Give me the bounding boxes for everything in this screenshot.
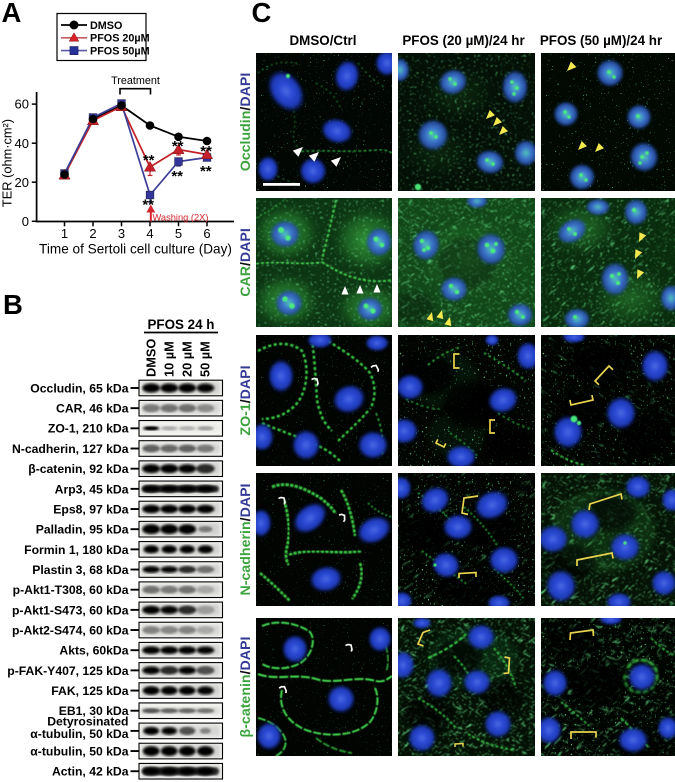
svg-text:Detyrosinated: Detyrosinated: [47, 715, 128, 729]
svg-text:20: 20: [15, 175, 29, 190]
svg-text:ZO-1/DAPI: ZO-1/DAPI: [238, 365, 254, 435]
svg-text:p-Akt1-T308, 60 kDa: p-Akt1-T308, 60 kDa: [13, 583, 129, 597]
svg-text:α-tubulin, 50 kDa: α-tubulin, 50 kDa: [30, 727, 128, 741]
svg-text:**: **: [200, 143, 212, 160]
svg-text:p-Akt1-S473, 60 kDa: p-Akt1-S473, 60 kDa: [12, 603, 129, 617]
svg-text:Eps8, 97 kDa: Eps8, 97 kDa: [53, 502, 128, 516]
svg-text:C: C: [252, 0, 272, 28]
svg-text:β-catenin, 92 kDa: β-catenin, 92 kDa: [28, 462, 128, 476]
svg-text:60: 60: [15, 97, 29, 112]
svg-text:p-FAK-Y407, 125 kDa: p-FAK-Y407, 125 kDa: [7, 664, 128, 678]
svg-text:N-cadherin, 127 kDa: N-cadherin, 127 kDa: [12, 442, 129, 456]
svg-text:Occludin, 65 kDa: Occludin, 65 kDa: [30, 381, 128, 395]
svg-text:EB1, 30 kDa: EB1, 30 kDa: [59, 704, 129, 718]
svg-text:50 µM: 50 µM: [198, 341, 213, 377]
svg-text:10 µM: 10 µM: [162, 341, 177, 377]
svg-text:**: **: [200, 163, 212, 180]
svg-text:α-tubulin, 50 kDa: α-tubulin, 50 kDa: [30, 744, 128, 758]
svg-text:Washing (2X): Washing (2X): [153, 213, 209, 223]
svg-text:0: 0: [22, 214, 29, 229]
svg-text:Occludin/DAPI: Occludin/DAPI: [238, 73, 254, 172]
svg-text:1: 1: [61, 226, 68, 241]
svg-text:**: **: [143, 152, 155, 169]
svg-text:40: 40: [15, 136, 29, 151]
svg-text:PFOS 50µM: PFOS 50µM: [90, 45, 150, 57]
svg-text:FAK, 125 kDa: FAK, 125 kDa: [51, 684, 128, 698]
svg-text:CAR, 46 kDa: CAR, 46 kDa: [56, 402, 129, 416]
svg-text:3: 3: [118, 226, 125, 241]
svg-text:20 µM: 20 µM: [180, 341, 195, 377]
svg-text:TER (ohm·cm²): TER (ohm·cm²): [0, 119, 15, 207]
svg-text:2: 2: [89, 226, 96, 241]
svg-text:6: 6: [203, 226, 210, 241]
svg-text:5: 5: [175, 226, 182, 241]
svg-text:**: **: [142, 197, 154, 214]
svg-text:DMSO: DMSO: [90, 20, 122, 32]
svg-text:Formin 1, 180 kDa: Formin 1, 180 kDa: [24, 543, 129, 557]
svg-text:DMSO: DMSO: [144, 339, 159, 377]
svg-text:ZO-1, 210 kDa: ZO-1, 210 kDa: [48, 422, 129, 436]
svg-text:Time of Sertoli cell culture (: Time of Sertoli cell culture (Day): [39, 242, 232, 257]
svg-text:p-Akt2-S474, 60 kDa: p-Akt2-S474, 60 kDa: [12, 623, 129, 637]
svg-text:Akts, 60kDa: Akts, 60kDa: [59, 644, 128, 658]
svg-text:**: **: [171, 168, 183, 185]
svg-text:Actin, 42 kDa: Actin, 42 kDa: [52, 765, 129, 779]
svg-text:Plastin 3, 68 kDa: Plastin 3, 68 kDa: [32, 563, 128, 577]
svg-text:N-cadherin/DAPI: N-cadherin/DAPI: [238, 484, 254, 596]
svg-text:B: B: [3, 292, 23, 320]
svg-text:Arp3, 45 kDa: Arp3, 45 kDa: [55, 482, 129, 496]
svg-text:CAR/DAPI: CAR/DAPI: [238, 228, 254, 297]
svg-text:β-catenin/DAPI: β-catenin/DAPI: [238, 637, 254, 738]
svg-text:**: **: [172, 138, 184, 155]
svg-text:4: 4: [146, 226, 153, 241]
svg-text:PFOS 24 h: PFOS 24 h: [148, 317, 215, 332]
svg-text:A: A: [2, 0, 22, 28]
svg-text:PFOS 20µM: PFOS 20µM: [90, 33, 150, 45]
svg-text:Palladin, 95 kDa: Palladin, 95 kDa: [36, 523, 129, 537]
svg-text:Treatment: Treatment: [111, 75, 160, 87]
